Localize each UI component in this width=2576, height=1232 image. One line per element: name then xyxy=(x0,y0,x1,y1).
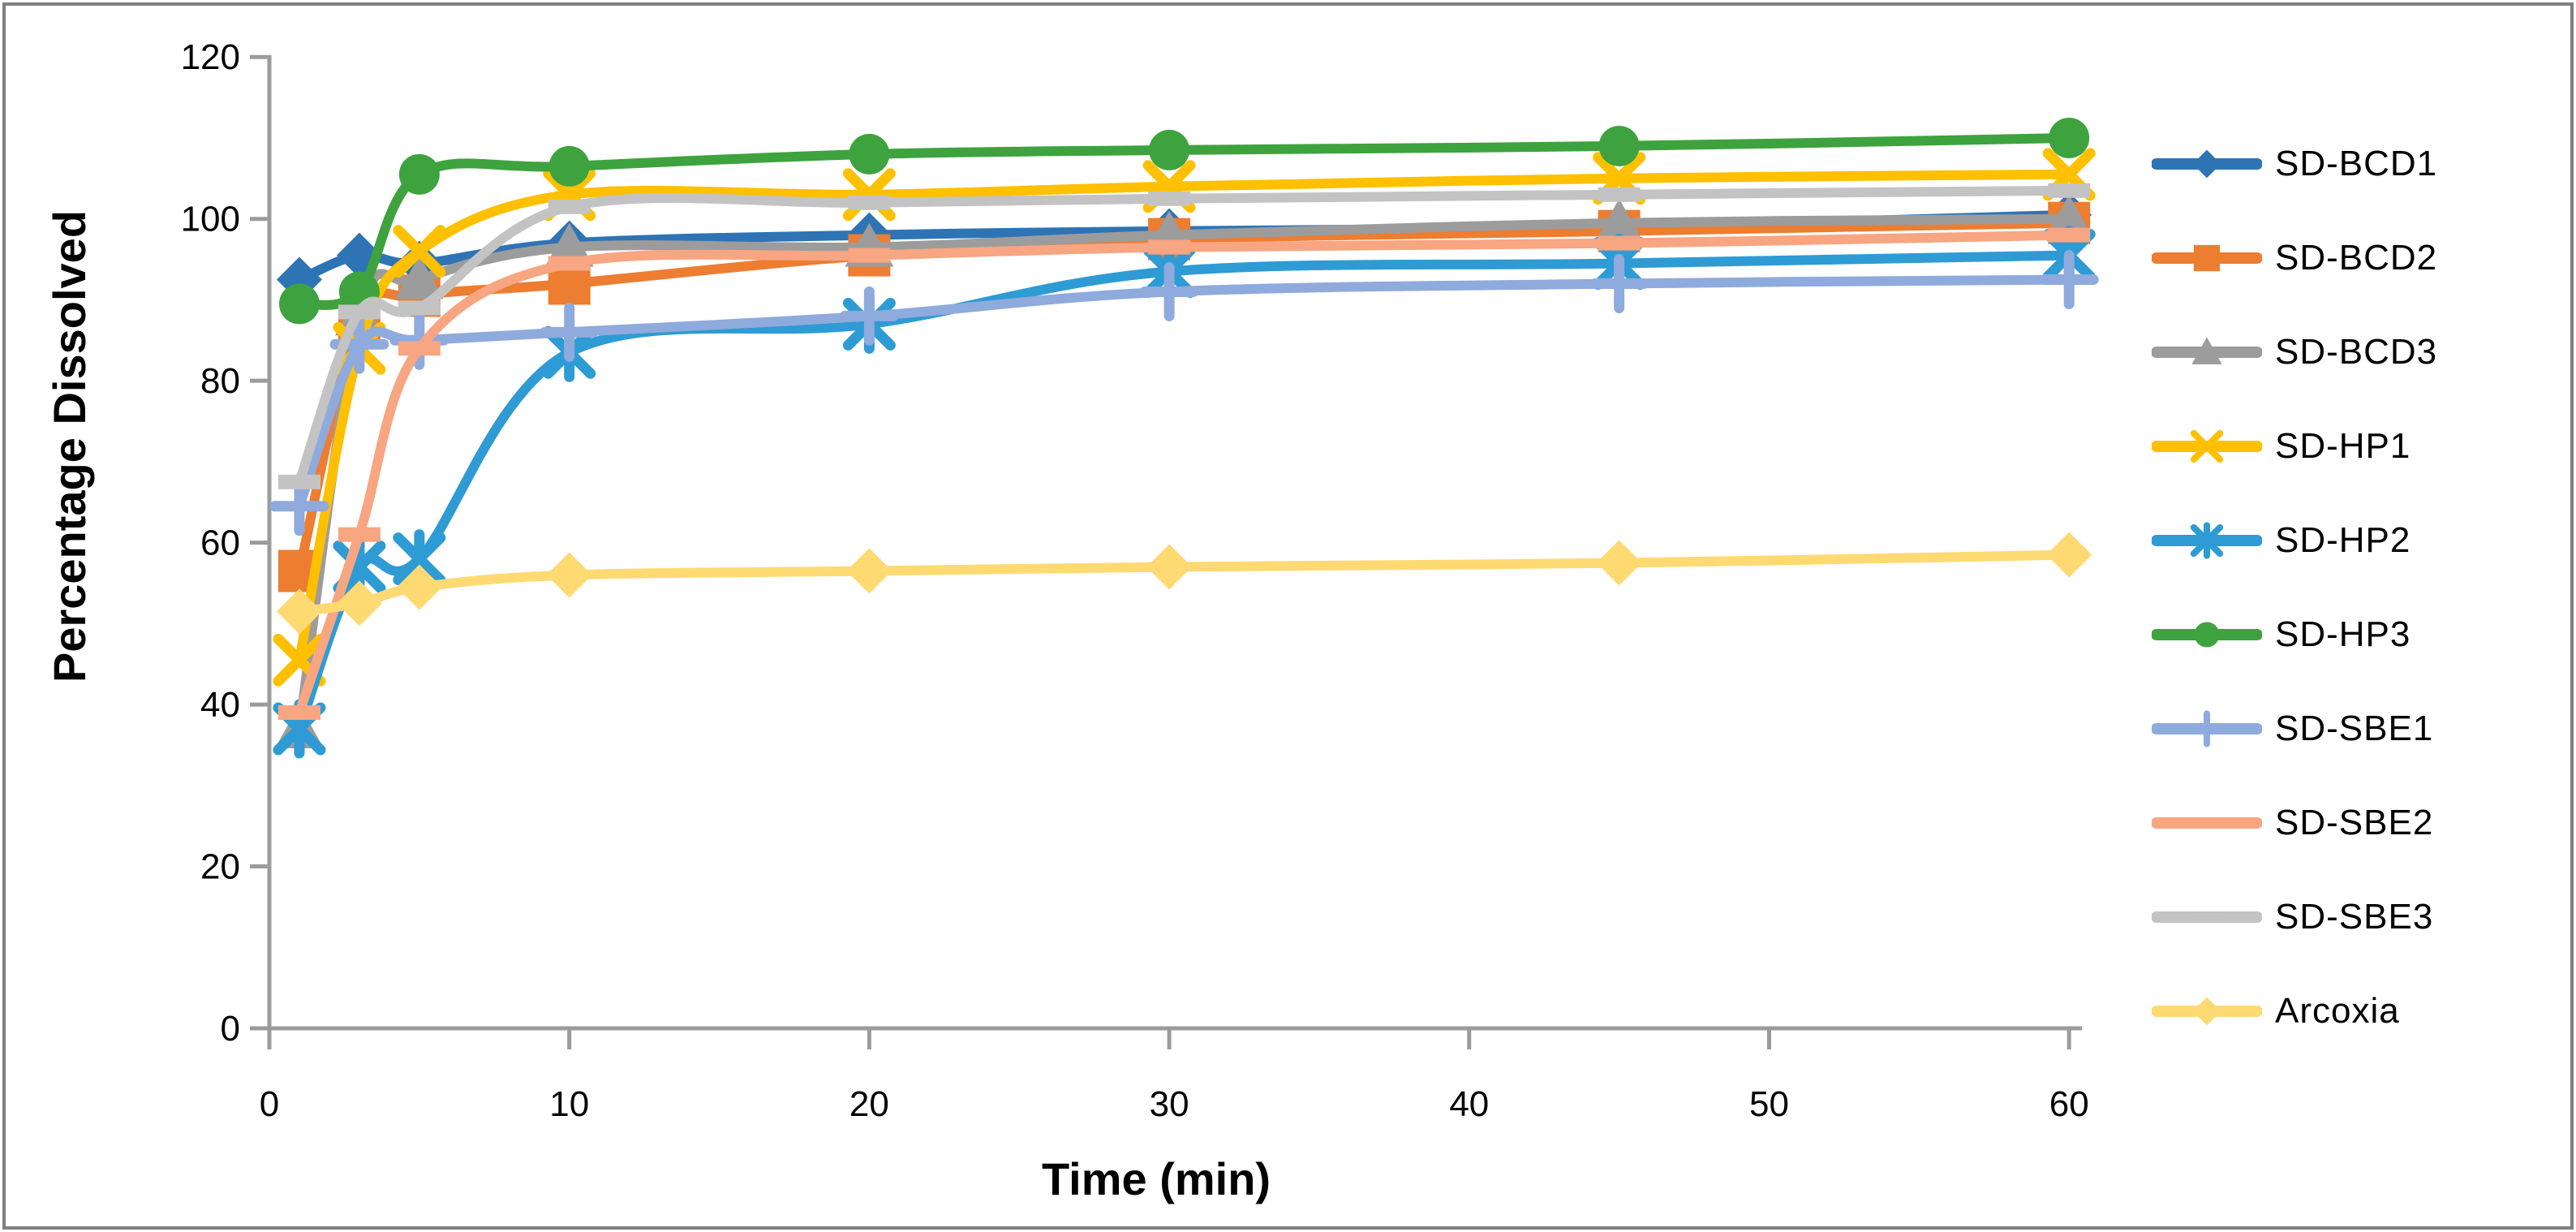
axes: 0 20 40 60 80 100 120 0 10 20 30 40 50 60 xyxy=(181,37,2089,1124)
legend-label: SD-BCD1 xyxy=(2275,144,2438,183)
x-tick-label: 60 xyxy=(2049,1084,2089,1124)
y-tick-label: 80 xyxy=(200,361,240,401)
legend-triangle-marker-icon xyxy=(2152,337,2262,364)
series-SD-SBE2 xyxy=(277,227,2091,721)
legend-label: SD-BCD3 xyxy=(2275,332,2438,372)
x-tick-label: 10 xyxy=(549,1084,589,1124)
x-tick-label: 50 xyxy=(1749,1084,1789,1124)
series-SD-HP2 xyxy=(273,226,2096,759)
legend-asterisk-marker-icon xyxy=(2152,522,2262,559)
legend-label: Arcoxia xyxy=(2275,991,2400,1031)
legend-label: SD-SBE2 xyxy=(2275,803,2434,842)
x-tick-label: 20 xyxy=(849,1084,889,1124)
x-tick-label: 0 xyxy=(260,1084,279,1124)
legend-x-marker-icon xyxy=(2152,429,2262,463)
series-SD-HP3 xyxy=(278,117,2090,325)
y-tick-label: 100 xyxy=(181,200,240,239)
x-tick-label: 40 xyxy=(1449,1084,1489,1124)
legend-item-SD-SBE2: SD-SBE2 xyxy=(2152,776,2541,870)
legend-label: SD-BCD2 xyxy=(2275,238,2438,278)
series-SD-SBE1 xyxy=(269,249,2099,536)
y-tick-label: 40 xyxy=(200,685,240,725)
legend-item-Arcoxia: Arcoxia xyxy=(2152,964,2541,1058)
legend-item-SD-HP3: SD-HP3 xyxy=(2152,588,2541,682)
legend-label: SD-SBE1 xyxy=(2275,709,2434,748)
series-SD-SBE3 xyxy=(277,183,2091,489)
legend-plus-marker-icon xyxy=(2152,710,2262,747)
legend-item-SD-SBE1: SD-SBE1 xyxy=(2152,682,2541,776)
x-axis-title: Time (min) xyxy=(1042,1153,1271,1204)
legend-item-SD-SBE3: SD-SBE3 xyxy=(2152,870,2541,964)
series-lines xyxy=(269,117,2099,759)
legend-label: SD-HP1 xyxy=(2275,426,2411,466)
series-Arcoxia xyxy=(276,532,2092,635)
legend-item-SD-HP1: SD-HP1 xyxy=(2152,399,2541,493)
legend-square-marker-icon xyxy=(2152,244,2262,272)
legend-diamond-marker-icon xyxy=(2152,149,2262,179)
legend-diamond-marker-icon xyxy=(2152,997,2262,1026)
y-tick-label: 0 xyxy=(221,1009,240,1049)
legend-item-SD-BCD2: SD-BCD2 xyxy=(2152,211,2541,305)
legend-dash-marker-icon xyxy=(2152,911,2262,923)
legend-label: SD-HP2 xyxy=(2275,520,2411,560)
chart-legend: SD-BCD1 SD-BCD2 SD-BCD3 SD-HP1 SD-HP2 SD-HP3 S… xyxy=(2152,117,2541,1058)
legend-dash-marker-icon xyxy=(2152,817,2262,829)
y-tick-label: 20 xyxy=(200,847,240,887)
y-tick-label: 120 xyxy=(181,37,240,77)
legend-label: SD-SBE3 xyxy=(2275,897,2434,937)
y-tick-label: 60 xyxy=(200,523,240,563)
legend-item-SD-BCD3: SD-BCD3 xyxy=(2152,305,2541,399)
legend-label: SD-HP3 xyxy=(2275,614,2411,654)
legend-item-SD-HP2: SD-HP2 xyxy=(2152,493,2541,588)
legend-item-SD-BCD1: SD-BCD1 xyxy=(2152,117,2541,211)
y-axis-title: Percentage Dissolved xyxy=(44,210,95,683)
legend-circle-marker-icon xyxy=(2152,622,2262,648)
x-tick-label: 30 xyxy=(1150,1084,1189,1124)
